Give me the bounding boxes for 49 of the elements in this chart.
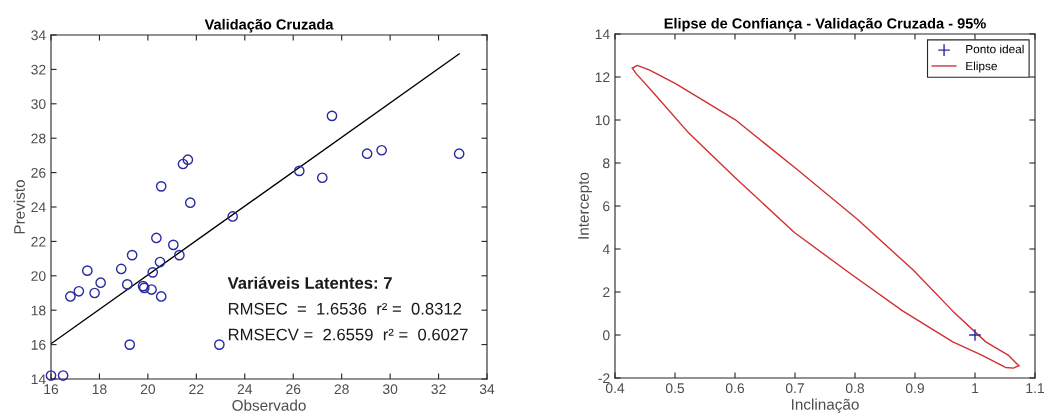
annotation: RMSECV = 2.6559 r² = 0.6027 (228, 328, 468, 341)
x-tick-label: 20 (140, 384, 156, 395)
y-axis-title: Previsto (13, 180, 25, 234)
y-axis-title: Intercepto (578, 172, 592, 239)
y-tick-label: 10 (595, 115, 610, 126)
x-tick-label: 22 (189, 384, 204, 394)
y-tick-label: 2 (603, 287, 610, 298)
y-tick-label: 14 (595, 29, 610, 40)
y-tick-label: 32 (31, 64, 46, 75)
x-tick-label: 30 (382, 384, 398, 395)
x-tick-label: 24 (237, 384, 253, 394)
chart-title: Validação Cruzada (204, 18, 334, 33)
x-tick-label: 0.4 (605, 383, 625, 394)
y-tick-label: 6 (603, 201, 610, 212)
y-tick-label: 12 (595, 72, 610, 83)
y-tick-label: 26 (31, 167, 46, 178)
y-tick-label: 16 (31, 339, 46, 350)
legend-label: Elipse (966, 61, 997, 73)
x-tick-label: 1 (972, 383, 979, 393)
x-axis-title: Observado (232, 399, 306, 411)
legend-label: Ponto ideal (966, 44, 1024, 54)
x-tick-label: 0.6 (725, 383, 745, 394)
x-tick-label: 26 (286, 384, 301, 395)
y-tick-label: 8 (603, 158, 610, 169)
y-tick-label: 24 (31, 202, 46, 213)
x-tick-label: 34 (479, 384, 495, 395)
y-tick-label: 0 (602, 330, 610, 341)
x-axis-title: Inclinação (792, 398, 859, 413)
y-tick-label: 20 (31, 271, 46, 281)
annotation: RMSEC = 1.6536 r² = 0.8312 (228, 302, 462, 315)
y-tick-label: 34 (31, 30, 46, 41)
annotation: Variáveis Latentes: 7 (227, 276, 392, 289)
y-tick-label: 14 (31, 374, 46, 385)
x-tick-label: 32 (431, 384, 446, 395)
x-tick-label: 0.8 (845, 383, 865, 394)
x-tick-label: 1.1 (1026, 383, 1044, 393)
y-tick-label: -2 (598, 373, 610, 384)
y-tick-label: 22 (31, 236, 46, 247)
x-tick-label: 0.7 (785, 383, 804, 394)
y-tick-label: 18 (31, 305, 46, 316)
x-tick-label: 0.5 (665, 383, 685, 394)
x-tick-label: 0.9 (905, 383, 924, 394)
y-tick-label: 4 (602, 244, 610, 255)
chart-title: Elipse de Confiança - Validação Cruzada - 95% (664, 17, 986, 32)
y-tick-label: 30 (31, 99, 46, 109)
y-tick-label: 28 (31, 133, 46, 144)
x-tick-label: 18 (92, 384, 107, 395)
x-tick-label: 16 (44, 384, 59, 395)
x-tick-label: 28 (334, 384, 349, 395)
